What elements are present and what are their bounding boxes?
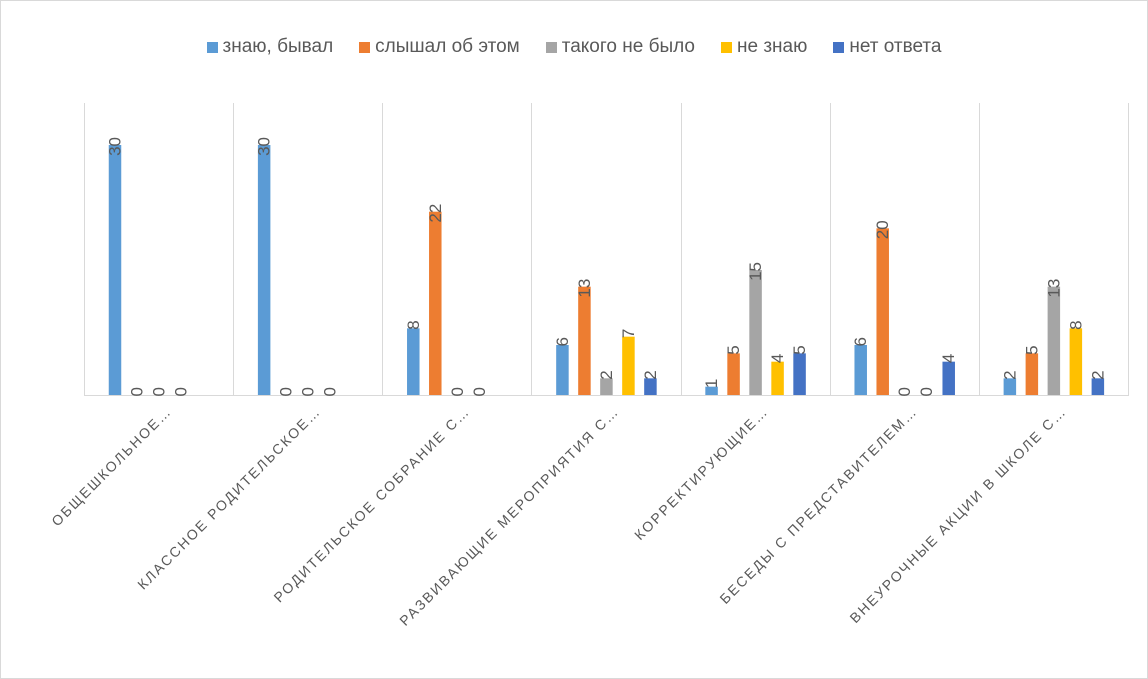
- bar-1-3: [407, 328, 420, 395]
- legend-item-2: слышал об этом: [359, 36, 520, 58]
- legend-item-4: не знаю: [720, 36, 808, 58]
- data-label-3-5: 15: [746, 262, 765, 281]
- data-label-2-4: 13: [575, 279, 594, 298]
- legend-swatch-4: [720, 41, 732, 53]
- legend-label-3: такого не было: [561, 36, 695, 57]
- bar-2-5: [727, 353, 740, 395]
- data-label-4-2: 0: [321, 387, 340, 396]
- bar-2-6: [876, 228, 889, 395]
- bar-5-7: [1091, 378, 1105, 395]
- data-label-1-2: 30: [255, 137, 274, 156]
- data-label-2-2: 0: [277, 387, 296, 396]
- legend-item-3: такого не было: [545, 36, 695, 58]
- bar-5-4: [644, 378, 657, 395]
- data-label-3-3: 0: [448, 387, 467, 396]
- data-label-3-1: 0: [150, 387, 169, 396]
- data-label-3-7: 13: [1044, 279, 1063, 298]
- legend-label-1: знаю, бывал: [222, 36, 334, 57]
- category-label-2: КЛАССНОЕ РОДИТЕЛЬСКОЕ…: [134, 403, 324, 593]
- data-label-5-7: 2: [1088, 370, 1107, 379]
- legend-label-2: слышал об этом: [375, 36, 520, 57]
- bar-1-6: [854, 345, 867, 395]
- bar-1-5: [705, 386, 718, 395]
- data-label-5-4: 2: [641, 370, 660, 379]
- bar-2-7: [1025, 353, 1039, 395]
- bar-3-4: [600, 378, 613, 395]
- data-label-4-6: 0: [917, 387, 936, 396]
- data-label-3-2: 0: [299, 387, 318, 396]
- bar-4-7: [1069, 328, 1083, 395]
- legend: знаю, бывал слышал об этом такого не был…: [0, 36, 1148, 58]
- data-label-2-5: 5: [724, 345, 743, 354]
- category-label-1: ОБЩЕШКОЛЬНОЕ…: [48, 403, 174, 529]
- data-label-1-7: 2: [1000, 370, 1019, 379]
- bar-1-7: [1003, 378, 1017, 395]
- data-label-2-1: 0: [128, 387, 147, 396]
- bar-3-5: [749, 270, 762, 395]
- data-label-2-7: 5: [1022, 345, 1041, 354]
- data-label-4-3: 0: [470, 387, 489, 396]
- legend-swatch-1: [206, 41, 218, 53]
- bar-4-5: [771, 361, 784, 395]
- data-label-4-1: 0: [172, 387, 191, 396]
- bar-1-4: [556, 345, 569, 395]
- data-label-5-6: 4: [939, 354, 958, 363]
- bar-1-2: [257, 145, 271, 395]
- bar-5-5: [793, 353, 806, 395]
- legend-item-5: нет ответа: [833, 36, 941, 58]
- legend-swatch-5: [833, 41, 845, 53]
- bar-5-6: [942, 361, 955, 395]
- legend-label-5: нет ответа: [849, 36, 942, 57]
- data-label-4-7: 8: [1066, 320, 1085, 329]
- data-label-1-6: 6: [851, 337, 870, 346]
- bar-1-1: [108, 145, 122, 395]
- bar-4-4: [622, 336, 635, 395]
- data-label-5-5: 5: [790, 345, 809, 354]
- bar-2-3: [429, 211, 442, 395]
- data-label-1-3: 8: [404, 320, 423, 329]
- data-label-2-6: 20: [873, 220, 892, 239]
- legend-label-4: не знаю: [736, 36, 808, 57]
- data-label-4-4: 7: [619, 329, 638, 338]
- bar-3-7: [1047, 286, 1061, 395]
- legend-swatch-3: [545, 41, 557, 53]
- data-label-1-1: 30: [106, 137, 125, 156]
- bar-2-4: [578, 286, 591, 395]
- data-label-2-3: 22: [426, 204, 445, 223]
- data-label-4-5: 4: [768, 354, 787, 363]
- legend-item-1: знаю, бывал: [206, 36, 334, 58]
- data-label-3-4: 2: [597, 370, 616, 379]
- legend-swatch-2: [359, 41, 371, 53]
- data-label-3-6: 0: [895, 387, 914, 396]
- data-label-1-5: 1: [702, 379, 721, 388]
- category-label-5: КОРРЕКТИРУЮЩИЕ…: [631, 403, 771, 543]
- data-label-1-4: 6: [553, 337, 572, 346]
